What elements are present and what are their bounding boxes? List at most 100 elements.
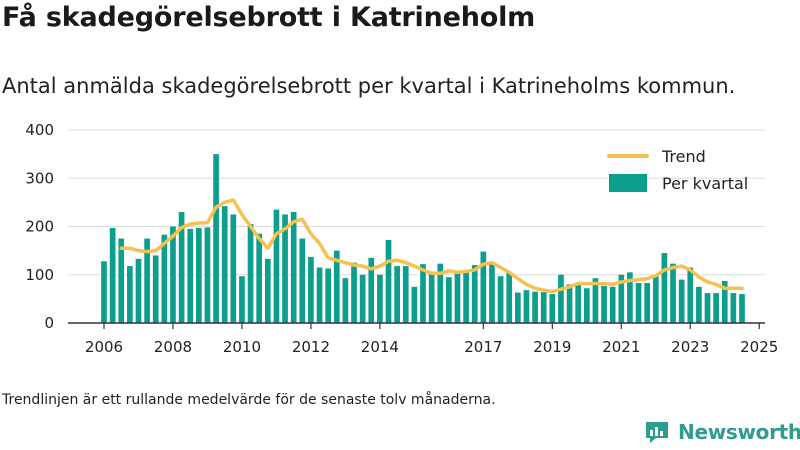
legend: Trend Per kvartal <box>607 147 748 193</box>
bar <box>549 294 556 323</box>
bar <box>420 264 426 323</box>
bar <box>282 214 288 323</box>
bar <box>446 277 452 323</box>
chart-title: Få skadegörelsebrott i Katrineholm <box>2 2 536 33</box>
bar <box>187 228 194 323</box>
bar <box>704 293 711 323</box>
legend-trend-label: Trend <box>661 147 706 166</box>
bar <box>532 291 538 323</box>
x-tick-label: 2006 <box>85 338 123 356</box>
bar <box>359 274 366 323</box>
bar <box>575 284 582 323</box>
bar <box>230 214 237 323</box>
bar <box>471 265 478 323</box>
bar <box>109 227 116 323</box>
bar <box>325 268 332 323</box>
bar <box>480 251 487 323</box>
bar <box>592 278 599 323</box>
bar <box>523 290 530 323</box>
bar <box>333 250 340 324</box>
bar <box>687 267 694 323</box>
legend-bars-label: Per kvartal <box>662 174 748 193</box>
chart-subtitle: Antal anmälda skadegörelsebrott per kvar… <box>2 74 736 98</box>
bar <box>161 234 168 323</box>
bar <box>627 272 633 323</box>
bar <box>221 206 228 323</box>
bar <box>730 293 737 323</box>
bar <box>316 267 323 323</box>
bar <box>342 278 349 323</box>
bar <box>514 292 521 323</box>
bar <box>566 284 573 323</box>
x-tick-label: 2021 <box>602 338 640 356</box>
y-tick-label: 0 <box>44 314 54 332</box>
y-tick-label: 100 <box>25 266 54 284</box>
bar <box>170 226 176 323</box>
x-tick-label: 2012 <box>292 338 330 356</box>
bar <box>290 212 297 323</box>
bar <box>178 212 185 323</box>
bar <box>239 276 245 323</box>
bar <box>204 227 211 323</box>
bar <box>402 266 409 323</box>
bar <box>264 258 271 323</box>
brand-name: Newsworthy <box>678 420 800 444</box>
bar <box>437 263 444 323</box>
bar <box>368 257 375 323</box>
bar <box>678 279 685 323</box>
bar <box>670 263 676 323</box>
quarterly-bars <box>101 154 745 324</box>
bar <box>497 276 504 323</box>
bar <box>135 258 142 323</box>
x-tick-label: 2019 <box>533 338 571 356</box>
bar <box>377 274 383 323</box>
bar <box>247 224 254 323</box>
trend-line <box>119 198 744 294</box>
x-tick-label: 2017 <box>464 338 502 356</box>
bar <box>213 154 219 324</box>
bar <box>351 262 357 323</box>
x-tick-label: 2008 <box>154 338 192 356</box>
bar <box>558 274 564 323</box>
bar <box>540 292 547 323</box>
bar <box>152 255 159 323</box>
x-tick-label: 2025 <box>740 338 778 356</box>
bar <box>739 294 745 323</box>
y-tick-label: 300 <box>25 169 54 187</box>
bar <box>583 288 590 323</box>
y-tick-label: 200 <box>25 218 54 236</box>
bar <box>273 209 280 323</box>
bar <box>308 256 314 323</box>
bar <box>713 293 719 323</box>
x-tick-label: 2014 <box>361 338 399 356</box>
bar <box>696 286 702 323</box>
bar <box>256 233 263 323</box>
brand-logo[interactable]: Newsworthy <box>644 417 800 447</box>
bar <box>411 286 418 323</box>
bar <box>454 272 461 323</box>
bar <box>601 285 607 323</box>
bar <box>385 240 392 323</box>
bar <box>428 273 435 323</box>
bar <box>299 238 306 323</box>
y-tick-label: 400 <box>25 121 54 139</box>
x-tick-label: 2010 <box>223 338 261 356</box>
x-axis-ticks: 2006 2008 2010 2012 2014 2017 2019 2021 2023 2025 <box>85 323 778 356</box>
bar <box>609 286 616 323</box>
bar <box>489 263 495 323</box>
bar <box>661 253 668 323</box>
bar <box>721 281 728 323</box>
bar <box>195 227 202 323</box>
bar <box>118 238 125 323</box>
bar <box>506 272 513 323</box>
bar <box>618 274 625 323</box>
bar <box>144 238 150 323</box>
bar <box>101 261 107 323</box>
footnote: Trendlinjen är ett rullande medelvärde f… <box>2 392 496 408</box>
legend-bars-swatch <box>609 174 647 192</box>
y-axis-ticks: 0 100 200 300 400 <box>25 121 54 332</box>
bar <box>635 282 642 323</box>
bar <box>652 274 659 323</box>
x-tick-label: 2023 <box>671 338 709 356</box>
